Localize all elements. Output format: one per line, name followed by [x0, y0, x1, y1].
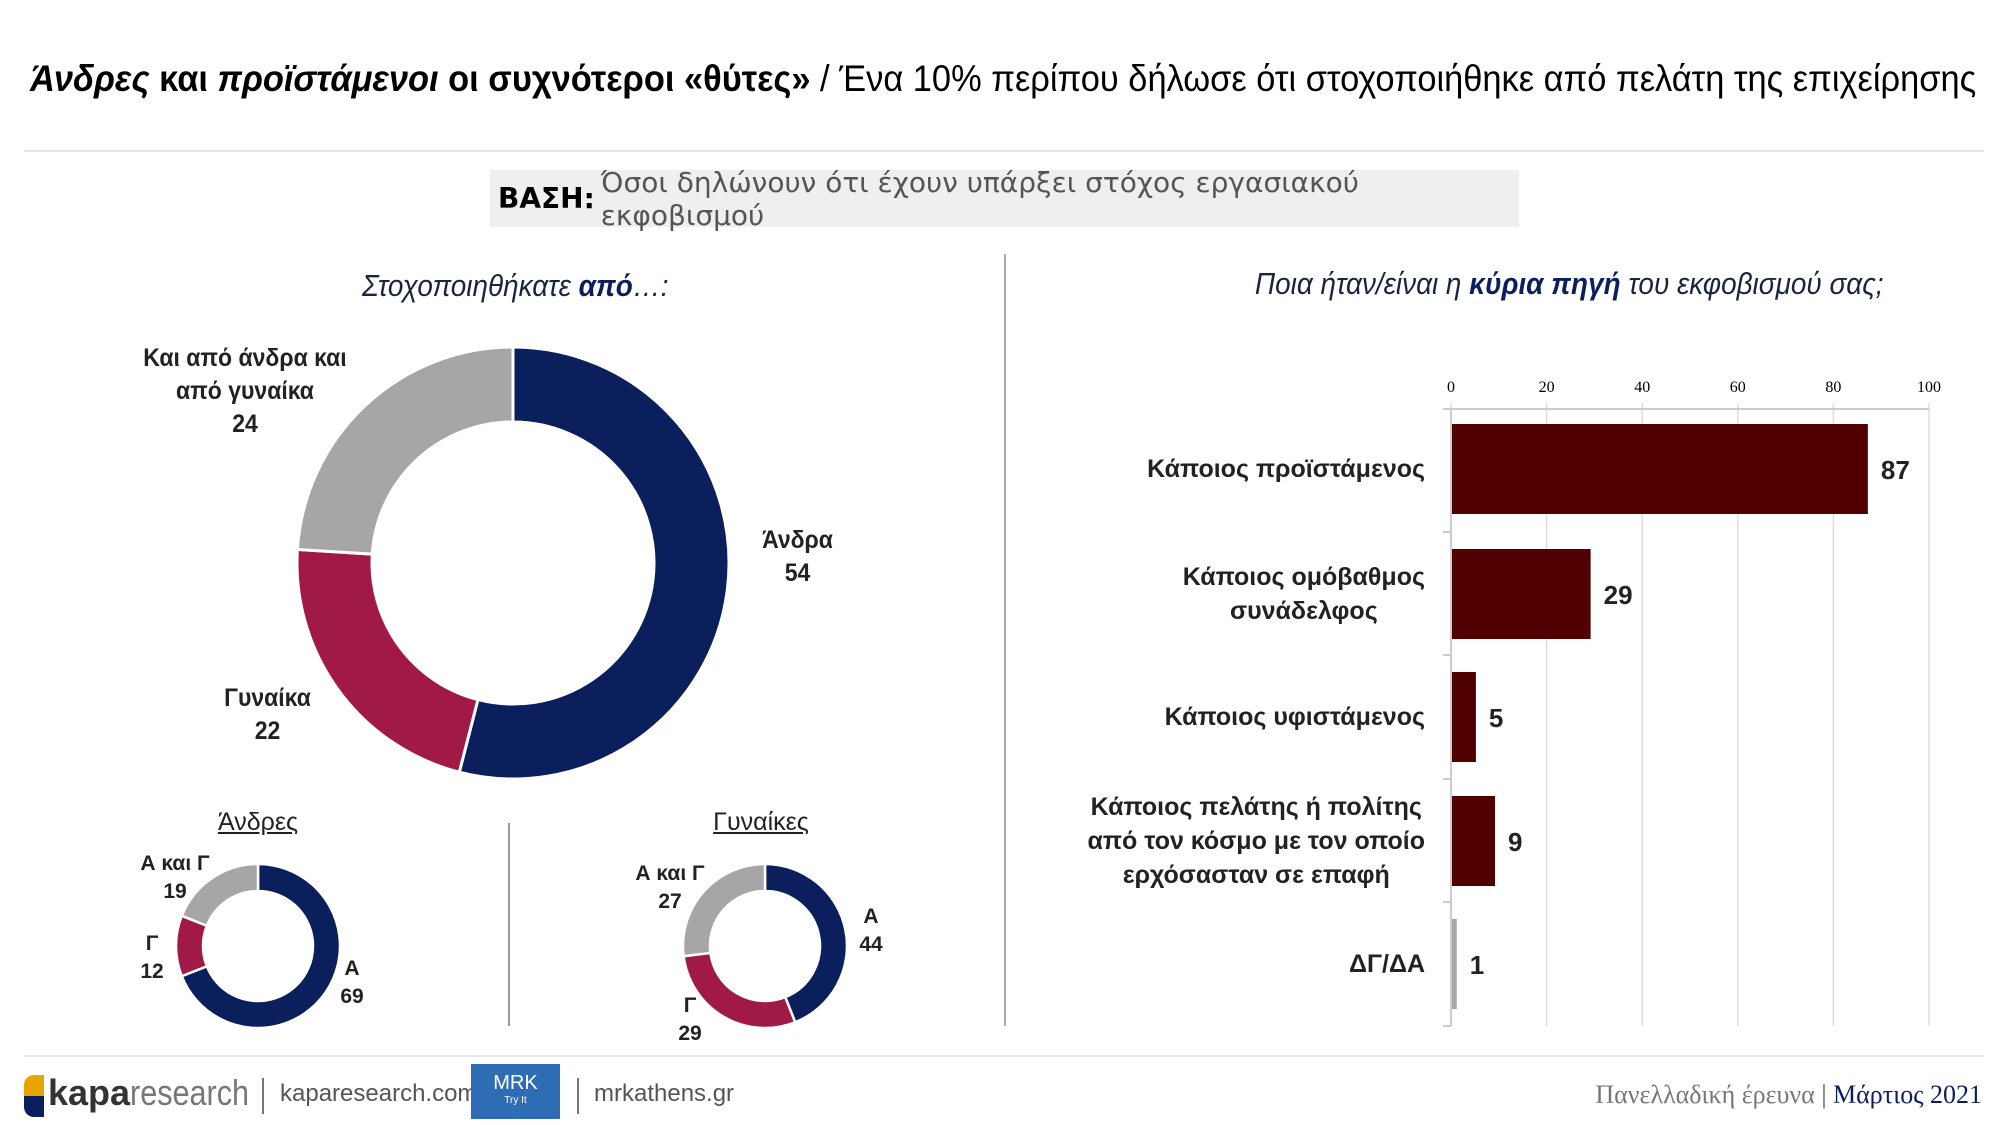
subtitle-bold: κύρια πηγή — [1469, 266, 1621, 301]
bar — [1452, 549, 1591, 639]
donut-slice — [681, 862, 767, 958]
bar-value-label: 87 — [1881, 455, 1910, 485]
divider — [508, 823, 510, 1026]
label-value: 44 — [859, 933, 883, 956]
label-value: 19 — [163, 880, 187, 903]
kapa-logo: kaparesearch — [48, 1072, 270, 1114]
mrk-sub: Try It — [504, 1095, 527, 1106]
label-text: Α και Γ — [140, 852, 210, 875]
donut-label: Άνδρα 54 — [745, 524, 851, 590]
kaparesearch-link[interactable]: kaparesearch.com — [280, 1080, 478, 1107]
donut-slice — [180, 862, 260, 928]
donut-slice — [295, 345, 515, 556]
title-mid-1: και — [149, 58, 218, 99]
label-text: Α — [344, 957, 360, 980]
label-text: Και από άνδρα και από γυναίκα — [143, 344, 347, 405]
bar-value-label: 9 — [1508, 827, 1522, 857]
left-subtitle: Στοχοποιηθήκατε από…: — [362, 268, 668, 304]
donut-label: Α και Γ 27 — [625, 860, 715, 916]
bar-category-label: Κάποιος ομόβαθμος συνάδελφος — [1182, 563, 1425, 625]
bar — [1452, 672, 1476, 762]
footer-divider — [24, 1055, 1984, 1057]
bar-category-label: Κάποιος υφιστάμενος — [1164, 703, 1425, 731]
right-subtitle: Ποια ήταν/είναι η κύρια πηγή του εκφοβισ… — [1255, 266, 1884, 302]
page-title: Άνδρες και προϊστάμενοι οι συχνότεροι «θ… — [30, 58, 1976, 100]
separator — [577, 1078, 579, 1114]
x-tick-label: 100 — [1917, 379, 1941, 396]
donut-label: Και από άνδρα και από γυναίκα 24 — [130, 342, 360, 441]
donut-label: Γ 12 — [132, 930, 172, 986]
donut-slice — [763, 862, 849, 1024]
bar — [1452, 796, 1496, 886]
mrk-text: MRK — [493, 1072, 538, 1094]
donut-slice — [295, 547, 480, 775]
x-tick-label: 0 — [1447, 379, 1455, 396]
bar-value-label: 29 — [1604, 580, 1633, 610]
donut-label: Α 69 — [332, 955, 372, 1011]
title-mid-2: οι συχνότεροι «θύτες» — [438, 58, 811, 99]
bar-value-label: 5 — [1489, 703, 1503, 733]
x-tick-label: 60 — [1730, 379, 1746, 396]
mini-donut-title-men: Άνδρες — [217, 808, 299, 836]
label-value: 27 — [658, 890, 682, 913]
donut-label: Γυναίκα 22 — [210, 682, 325, 748]
base-text: Όσοι δηλώνουν ότι έχουν υπάρξει στόχος ε… — [600, 165, 1359, 232]
separator — [262, 1078, 264, 1114]
subtitle-text: Ποια ήταν/είναι η — [1254, 266, 1470, 301]
survey-text: Πανελλαδική έρευνα — [1595, 1080, 1815, 1109]
bar-category-label: Κάποιος προϊστάμενος — [1147, 455, 1425, 483]
label-text: Άνδρα — [762, 526, 833, 554]
x-tick-label: 20 — [1539, 379, 1555, 396]
x-tick-label: 40 — [1634, 379, 1650, 396]
subtitle-text: …: — [632, 268, 669, 303]
bar — [1452, 424, 1868, 514]
donut-label: Α 44 — [851, 903, 891, 959]
brand-light: research — [130, 1072, 250, 1113]
bar — [1452, 919, 1457, 1009]
divider — [1004, 254, 1006, 1026]
divider — [24, 150, 1984, 152]
label-text: Α — [863, 905, 879, 928]
label-value: 54 — [784, 559, 811, 587]
subtitle-text: του εκφοβισμού σας; — [1620, 266, 1884, 301]
label-value: 29 — [678, 1022, 702, 1045]
donut-slice — [457, 345, 731, 781]
donut-slice — [180, 862, 342, 1030]
label-text: Γ — [145, 932, 159, 955]
mrkathens-link[interactable]: mrkathens.gr — [594, 1080, 735, 1107]
donut-label: Γ 29 — [670, 992, 710, 1048]
mini-donut-title-women: Γυναίκες — [713, 808, 809, 836]
brand-bold: kapa — [48, 1072, 131, 1113]
title-rest: / Ένα 10% περίπου δήλωσε ότι στοχοποιήθη… — [810, 58, 1977, 99]
title-bold-2: προϊστάμενοι — [217, 58, 439, 99]
label-value: 22 — [254, 717, 281, 745]
label-text: Α και Γ — [635, 862, 705, 885]
label-value: 12 — [140, 960, 164, 983]
kapa-logo-icon — [24, 1075, 44, 1117]
x-tick-label: 80 — [1825, 379, 1841, 396]
title-bold-1: Άνδρες — [30, 58, 150, 99]
base-label: ΒΑΣΗ: — [498, 182, 595, 215]
bar-value-label: 1 — [1470, 950, 1484, 980]
survey-date: Μάρτιος 2021 — [1833, 1080, 1982, 1109]
label-value: 24 — [232, 410, 258, 438]
donut-label: Α και Γ 19 — [130, 850, 220, 906]
label-value: 69 — [340, 985, 364, 1008]
bar-category-label: Κάποιος πελάτης ή πολίτης από τον κόσμο … — [1087, 793, 1426, 889]
label-text: Γ — [683, 994, 697, 1017]
base-note: ΒΑΣΗ: Όσοι δηλώνουν ότι έχουν υπάρξει στό… — [490, 166, 1519, 232]
mrk-logo: MRK Try It — [471, 1064, 560, 1119]
subtitle-bold: από — [578, 268, 633, 303]
label-text: Γυναίκα — [224, 684, 311, 712]
bar-category-label: ΔΓ/ΔΑ — [1349, 950, 1425, 978]
footer-survey: Πανελλαδική έρευνα | Μάρτιος 2021 — [1595, 1080, 1982, 1109]
subtitle-text: Στοχοποιηθήκατε — [362, 268, 579, 303]
